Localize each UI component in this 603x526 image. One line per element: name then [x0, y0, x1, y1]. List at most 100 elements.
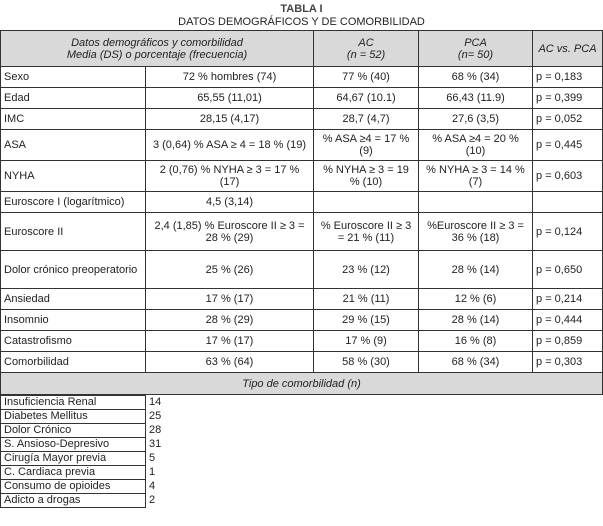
table-row: Sexo 72 % hombres (74) 77 % (40) 68 % (34) p…: [0, 66, 603, 88]
comorbidity-count: 31: [145, 437, 602, 452]
row-label: ASA: [0, 129, 146, 161]
value-all: 25 % (26): [144, 250, 315, 289]
row-label: Comorbilidad: [0, 351, 146, 373]
value-all: 65,55 (11,01): [144, 87, 315, 109]
comorbidity-label: S. Ansioso-Depresivo: [0, 437, 146, 452]
table-row: Comorbilidad 63 % (64) 58 % (30) 68 % (34) p…: [0, 351, 603, 373]
comorbidity-label: Dolor Crónico: [0, 423, 146, 438]
value-ac: 17 % (9): [313, 330, 420, 352]
list-item: Cirugía Mayor previa 5: [0, 451, 602, 466]
row-label: Ansiedad: [0, 288, 146, 310]
table-row: IMC 28,15 (4,17) 28,7 (4,7) 27,6 (3,5) p = 0…: [0, 108, 603, 130]
row-label: Catastrofismo: [0, 330, 146, 352]
value-pca: 28 % (14): [418, 309, 534, 331]
row-label: Dolor crónico preoperatorio: [0, 250, 146, 289]
row-label: Sexo: [0, 66, 146, 88]
comorbidity-count: 4: [145, 479, 602, 494]
value-ac: 28,7 (4,7): [313, 108, 420, 130]
header-ac: AC (n = 52): [313, 30, 420, 67]
row-label: Euroscore II: [0, 212, 146, 251]
value-pca: 27,6 (3,5): [418, 108, 534, 130]
comorbidity-label: Insuficiencia Renal: [0, 395, 146, 410]
comorbidity-label: Diabetes Mellitus: [0, 409, 146, 424]
table-row: NYHA 2 (0,76) % NYHA ≥ 3 = 17 % (17)% NYH…: [0, 160, 603, 192]
list-item: Diabetes Mellitus 25: [0, 409, 602, 424]
value-ac: 23 % (12): [313, 250, 420, 289]
table-row: Catastrofismo 17 % (17) 17 % (9) 16 % (8) p …: [0, 330, 603, 352]
p-value: p = 0,445: [532, 129, 603, 161]
comorbidity-count: 5: [145, 451, 602, 466]
value-ac: [313, 191, 420, 213]
value-all: 72 % hombres (74): [144, 66, 315, 88]
p-value: p = 0,444: [532, 309, 603, 331]
subtitle: DATOS DEMOGRÁFICOS Y DE COMORBILIDAD: [178, 16, 425, 28]
p-value: p = 0,052: [532, 108, 603, 130]
value-pca: % NYHA ≥ 3 = 14 % (7): [418, 160, 534, 192]
value-pca: 68 % (34): [418, 66, 534, 88]
list-item: Adicto a drogas 2: [0, 493, 602, 508]
p-value: p = 0,124: [532, 212, 603, 251]
value-pca: 28 % (14): [418, 250, 534, 289]
value-pca: [418, 191, 534, 213]
p-value: p = 0,303: [532, 351, 603, 373]
value-all: 2 (0,76) % NYHA ≥ 3 = 17 % (17): [144, 160, 315, 192]
comorbidity-count: 25: [145, 409, 602, 424]
section-header: Tipo de comorbilidad (n): [0, 372, 603, 395]
table-row: Ansiedad 17 % (17) 21 % (11) 12 % (6) p = 0,…: [0, 288, 603, 310]
comorbidity-label: Cirugía Mayor previa: [0, 451, 146, 466]
list-item: C. Cardiaca previa 1: [0, 465, 602, 480]
demographics-table: Datos demográficos y comorbilidad Media (…: [0, 30, 603, 395]
value-pca: 66,43 (11.9): [418, 87, 534, 109]
value-all: 3 (0,64) % ASA ≥ 4 = 18 % (19): [144, 129, 315, 161]
value-ac: 77 % (40): [313, 66, 420, 88]
value-all: 63 % (64): [144, 351, 315, 373]
comorbidity-count: 1: [145, 465, 602, 480]
value-pca: % ASA ≥4 = 20 % (10): [418, 129, 534, 161]
value-ac: 64,67 (10.1): [313, 87, 420, 109]
value-ac: 58 % (30): [313, 351, 420, 373]
table-row: Insomnio 28 % (29) 29 % (15) 28 % (14) p = 0…: [0, 309, 603, 331]
comorbidity-label: Consumo de opioides: [0, 479, 146, 494]
value-ac: 29 % (15): [313, 309, 420, 331]
list-item: Insuficiencia Renal 14: [0, 395, 602, 410]
p-value: p = 0,603: [532, 160, 603, 192]
row-label: NYHA: [0, 160, 146, 192]
table-row: Edad 65,55 (11,01) 64,67 (10.1) 66,43 (11.9…: [0, 87, 603, 109]
comorbidity-count: 28: [145, 423, 602, 438]
p-value: p = 0,183: [532, 66, 603, 88]
p-value: p = 0,399: [532, 87, 603, 109]
p-value: p = 0,214: [532, 288, 603, 310]
comorbidity-label: Adicto a drogas: [0, 493, 146, 508]
table-row: Euroscore I (logarítmico) 4,5 (3,14): [0, 191, 603, 213]
value-all: 2,4 (1,85) % Euroscore II ≥ 3 = 28 % (29…: [144, 212, 315, 251]
header-variables: Datos demográficos y comorbilidad Media (…: [0, 30, 315, 67]
value-pca: %Euroscore II ≥ 3 = 36 % (18): [418, 212, 534, 251]
value-all: 28,15 (4,17): [144, 108, 315, 130]
p-value: p = 0,859: [532, 330, 603, 352]
comorbidity-count: 2: [145, 493, 602, 508]
value-ac: 21 % (11): [313, 288, 420, 310]
table-title: TABLA I DATOS DEMOGRÁFICOS Y DE COMORBIL…: [0, 0, 603, 30]
header-pca: PCA (n= 50): [418, 30, 534, 67]
list-item: Dolor Crónico 28: [0, 423, 602, 438]
table-row: ASA 3 (0,64) % ASA ≥ 4 = 18 % (19) % ASA ≥…: [0, 129, 603, 161]
value-all: 17 % (17): [144, 288, 315, 310]
value-pca: 68 % (34): [418, 351, 534, 373]
table-row: Dolor crónico preoperatorio 25 % (26) 23 %…: [0, 250, 603, 289]
list-item: Consumo de opioides 4: [0, 479, 602, 494]
comorbidity-label: C. Cardiaca previa: [0, 465, 146, 480]
value-all: 28 % (29): [144, 309, 315, 331]
value-all: 17 % (17): [144, 330, 315, 352]
table-row: Euroscore II 2,4 (1,85) % Euroscore II ≥ …: [0, 212, 603, 251]
document: TABLA I DATOS DEMOGRÁFICOS Y DE COMORBIL…: [0, 0, 603, 508]
p-value: [532, 191, 603, 213]
value-all: 4,5 (3,14): [144, 191, 315, 213]
row-label: IMC: [0, 108, 146, 130]
value-pca: 12 % (6): [418, 288, 534, 310]
comorbidity-count: 14: [145, 395, 602, 410]
title: TABLA I: [280, 3, 323, 15]
p-value: p = 0,650: [532, 250, 603, 289]
list-item: S. Ansioso-Depresivo 31: [0, 437, 602, 452]
value-ac: % NYHA ≥ 3 = 19 % (10): [313, 160, 420, 192]
header-row: Datos demográficos y comorbilidad Media (…: [0, 30, 603, 67]
